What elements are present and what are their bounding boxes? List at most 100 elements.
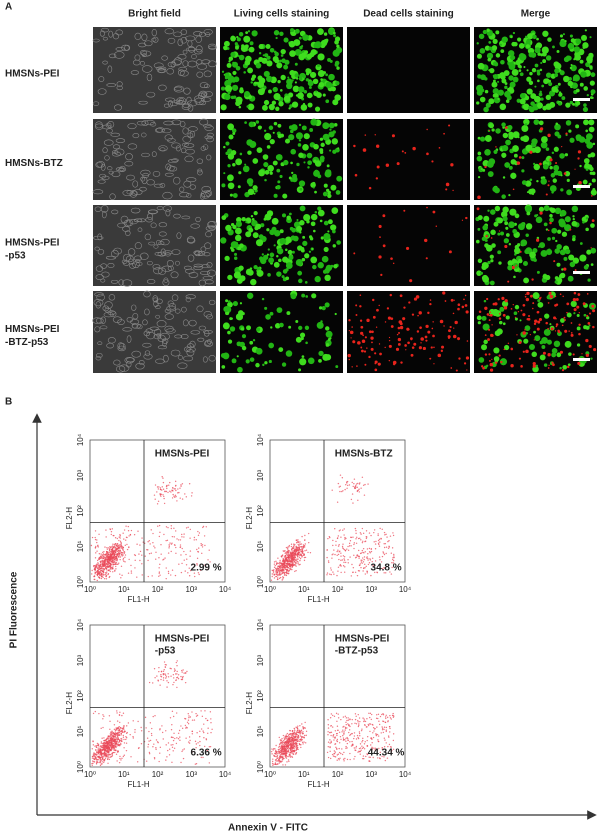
event-dot <box>296 560 298 563</box>
x-tick-label: 10² <box>332 585 344 594</box>
live-cell <box>255 62 262 69</box>
live-cell <box>559 34 564 38</box>
live-cell <box>267 273 271 277</box>
event-dot <box>96 567 99 569</box>
live-cell <box>258 169 266 177</box>
event-dot <box>346 484 349 487</box>
live-cell <box>543 363 548 367</box>
event-dot <box>158 571 161 573</box>
event-dot <box>123 529 126 531</box>
event-dot <box>114 735 116 738</box>
live-cell <box>476 270 482 276</box>
live-cell <box>228 56 234 61</box>
live-cell <box>320 78 323 81</box>
dead-cell <box>577 361 581 366</box>
live-cell <box>486 364 489 367</box>
live-cell <box>536 236 540 240</box>
event-dot <box>339 485 341 488</box>
dead-cell <box>498 230 501 232</box>
dead-cell <box>489 368 494 372</box>
micrograph <box>347 119 470 200</box>
event-dot <box>147 746 149 748</box>
percent-label: 34.8 % <box>371 563 402 574</box>
cell-outline <box>121 259 128 264</box>
event-dot <box>149 722 152 724</box>
live-cell <box>501 152 507 158</box>
event-dot <box>204 745 206 748</box>
live-cell <box>539 68 543 72</box>
dead-cell <box>529 333 531 336</box>
live-cell <box>266 75 273 83</box>
event-dot <box>116 720 119 722</box>
live-cell <box>294 48 302 56</box>
live-cell <box>510 35 513 39</box>
event-dot <box>116 543 118 545</box>
event-dot <box>282 578 284 580</box>
live-cell <box>518 43 525 49</box>
event-dot <box>339 550 341 552</box>
live-cell <box>569 34 573 38</box>
event-dot <box>98 574 101 576</box>
event-dot <box>170 491 172 493</box>
dead-cell <box>384 321 387 323</box>
dead-cell <box>547 327 549 330</box>
event-dot <box>120 739 122 742</box>
event-dot <box>109 756 111 758</box>
live-cell <box>567 42 575 50</box>
live-cell <box>311 247 314 251</box>
event-dot <box>326 549 329 551</box>
event-dot <box>99 560 101 563</box>
live-cell <box>571 205 579 213</box>
event-dot <box>288 569 291 572</box>
event-dot <box>295 561 297 564</box>
cell-outline <box>94 206 102 212</box>
event-dot <box>172 487 174 489</box>
live-cell <box>332 31 336 35</box>
event-dot <box>99 749 101 751</box>
dead-cell <box>554 304 557 307</box>
live-cell <box>250 81 253 84</box>
live-cell <box>266 145 271 149</box>
cell-outline <box>191 54 197 59</box>
event-dot <box>285 556 287 558</box>
event-dot <box>100 741 103 743</box>
event-dot <box>172 683 174 686</box>
event-dot <box>185 564 188 566</box>
live-cell <box>540 141 548 149</box>
live-cell <box>539 242 546 249</box>
dead-cell <box>484 334 487 337</box>
event-dot <box>104 557 106 559</box>
event-dot <box>191 733 194 735</box>
event-dot <box>112 734 114 737</box>
event-dot <box>193 536 196 539</box>
event-dot <box>367 553 369 555</box>
cell-outline <box>138 42 147 48</box>
live-cell <box>543 328 551 336</box>
event-dot <box>117 549 120 552</box>
event-dot <box>165 490 168 493</box>
event-dot <box>153 545 155 547</box>
live-cell <box>307 166 310 169</box>
event-dot <box>174 488 176 490</box>
cell-outline <box>120 215 129 224</box>
cell-outline <box>166 68 175 75</box>
event-dot <box>113 728 116 731</box>
event-dot <box>335 540 337 543</box>
event-dot <box>304 534 306 537</box>
cell-outline <box>147 209 158 215</box>
event-dot <box>161 489 163 491</box>
dead-cell <box>464 294 467 297</box>
event-dot <box>366 570 368 573</box>
live-cell <box>223 40 230 47</box>
event-dot <box>197 534 200 537</box>
live-cell <box>498 261 502 265</box>
y-tick-label: 10⁴ <box>76 618 85 631</box>
dead-cell <box>385 163 390 167</box>
live-cell <box>545 248 553 256</box>
event-dot <box>392 559 395 562</box>
event-dot <box>124 556 126 558</box>
dead-cell <box>518 341 522 345</box>
dead-cell <box>578 323 581 326</box>
cell-outline <box>96 352 103 359</box>
dead-cell <box>488 353 491 356</box>
